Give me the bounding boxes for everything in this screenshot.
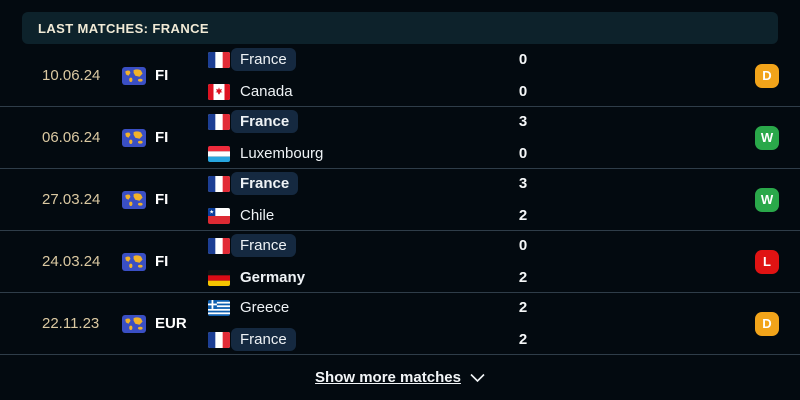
team-line: France xyxy=(208,169,508,199)
team-score: 0 xyxy=(518,83,528,100)
team-score: 0 xyxy=(518,51,528,68)
competition-code: FI xyxy=(155,129,169,146)
match-date: 10.06.24 xyxy=(42,67,101,84)
world-map-icon xyxy=(122,190,146,209)
competition-code: FI xyxy=(155,67,169,84)
teams-column: Greece France xyxy=(208,293,508,355)
show-more-matches-button[interactable]: Show more matches xyxy=(315,369,485,386)
team-name: Germany xyxy=(240,269,306,286)
match-date: 24.03.24 xyxy=(42,253,101,270)
luxembourg-flag-icon xyxy=(208,145,230,162)
competition-code: FI xyxy=(155,253,169,270)
match-date: 22.11.23 xyxy=(42,315,100,332)
match-date: 27.03.24 xyxy=(42,191,101,208)
team-line: Canada xyxy=(208,77,508,107)
result-badge[interactable]: W xyxy=(755,187,779,212)
competition: EUR xyxy=(122,314,208,333)
competition-code: EUR xyxy=(155,315,187,332)
team-name: Greece xyxy=(240,299,290,316)
competition-code: FI xyxy=(155,191,169,208)
chevron-down-icon xyxy=(470,373,485,383)
team-line: Germany xyxy=(208,263,508,293)
match-date: 06.06.24 xyxy=(42,129,101,146)
page-title: LAST MATCHES: FRANCE xyxy=(38,20,209,36)
team-line: Luxembourg xyxy=(208,139,508,169)
team-name: France xyxy=(231,110,299,133)
world-map-icon xyxy=(122,128,146,147)
france-flag-icon xyxy=(208,113,230,130)
competition: FI xyxy=(122,252,208,271)
teams-column: France Luxembourg xyxy=(208,107,508,169)
team-name: France xyxy=(231,172,299,195)
team-score: 3 xyxy=(518,113,528,130)
team-line: France xyxy=(208,45,508,75)
france-flag-icon xyxy=(208,175,230,192)
team-line: France xyxy=(208,107,508,137)
competition: FI xyxy=(122,190,208,209)
canada-flag-icon xyxy=(208,83,230,100)
team-name: France xyxy=(231,234,296,257)
teams-column: France Chile xyxy=(208,169,508,231)
world-map-icon xyxy=(122,314,146,333)
world-map-icon xyxy=(122,66,146,85)
result-badge[interactable]: L xyxy=(755,249,779,274)
team-score: 3 xyxy=(518,175,528,192)
team-score: 2 xyxy=(518,331,528,348)
team-line: France xyxy=(208,231,508,261)
team-score: 2 xyxy=(518,269,528,286)
team-name: Canada xyxy=(240,83,293,100)
team-name: France xyxy=(231,48,296,71)
team-name: Chile xyxy=(240,207,275,224)
team-line: Greece xyxy=(208,293,508,323)
team-score: 2 xyxy=(518,299,528,316)
team-name: France xyxy=(231,328,296,351)
result-badge[interactable]: W xyxy=(755,125,779,150)
chile-flag-icon xyxy=(208,207,230,224)
show-more-label: Show more matches xyxy=(315,369,461,386)
result-badge[interactable]: D xyxy=(755,63,779,88)
team-line: Chile xyxy=(208,201,508,231)
france-flag-icon xyxy=(208,237,230,254)
france-flag-icon xyxy=(208,51,230,68)
team-name: Luxembourg xyxy=(240,145,324,162)
result-badge[interactable]: D xyxy=(755,311,779,336)
competition: FI xyxy=(122,128,208,147)
teams-column: France Germany xyxy=(208,231,508,293)
france-flag-icon xyxy=(208,331,230,348)
greece-flag-icon xyxy=(208,299,230,316)
germany-flag-icon xyxy=(208,269,230,286)
team-score: 0 xyxy=(518,145,528,162)
team-score: 0 xyxy=(518,237,528,254)
footer: Show more matches xyxy=(0,355,800,400)
world-map-icon xyxy=(122,252,146,271)
competition: FI xyxy=(122,66,208,85)
teams-column: France Canada xyxy=(208,45,508,107)
team-score: 2 xyxy=(518,207,528,224)
team-line: France xyxy=(208,325,508,355)
last-matches-header: LAST MATCHES: FRANCE xyxy=(22,12,778,44)
